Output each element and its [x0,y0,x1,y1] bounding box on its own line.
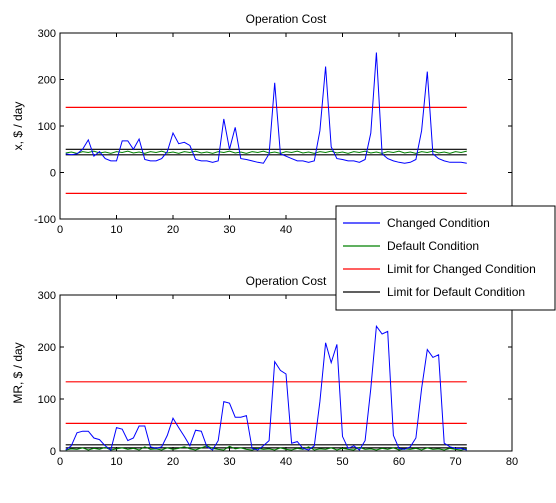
y-axis-label: x, $ / day [11,102,25,151]
series-default-condition [65,445,467,451]
y-tick-label: 300 [38,290,56,302]
chart-title: Operation Cost [246,274,327,288]
x-tick-label: 30 [223,224,235,236]
legend-entry: Default Condition [387,239,479,253]
legend: Changed Condition Default Condition Limit … [335,205,556,311]
y-tick-label: -100 [34,214,56,226]
x-tick-label: 70 [449,456,461,468]
plot-area [59,32,513,220]
y-tick-label: 200 [38,75,56,87]
plot-area [59,294,513,452]
x-tick-label: 0 [57,224,63,236]
y-tick-label: 0 [50,168,56,180]
legend-entry: Changed Condition [387,216,490,230]
x-tick-label: 60 [393,456,405,468]
x-tick-label: 0 [57,456,63,468]
y-tick-label: 100 [38,394,56,406]
chart-2: Operation Cost MR, $ / day 0 10 20 30 40 50 60 70… [11,274,518,468]
series-changed-condition [65,52,467,164]
y-tick-label: 0 [50,446,56,458]
y-tick-label: 300 [38,28,56,40]
y-axis-label: MR, $ / day [11,342,25,403]
x-tick-label: 40 [280,224,292,236]
x-tick-label: 40 [280,456,292,468]
chart-title: Operation Cost [246,12,327,26]
legend-entry: Limit for Default Condition [387,285,525,299]
x-tick-label: 20 [167,224,179,236]
series-changed-condition [65,324,467,451]
x-tick-label: 30 [223,456,235,468]
x-tick-label: 50 [336,456,348,468]
x-tick-label: 10 [110,456,122,468]
y-tick-label: 200 [38,342,56,354]
x-tick-label: 20 [167,456,179,468]
y-tick-label: 100 [38,121,56,133]
x-tick-label: 80 [506,456,518,468]
legend-entry: Limit for Changed Condition [387,262,536,276]
x-tick-label: 10 [110,224,122,236]
series-default-condition [65,150,467,154]
